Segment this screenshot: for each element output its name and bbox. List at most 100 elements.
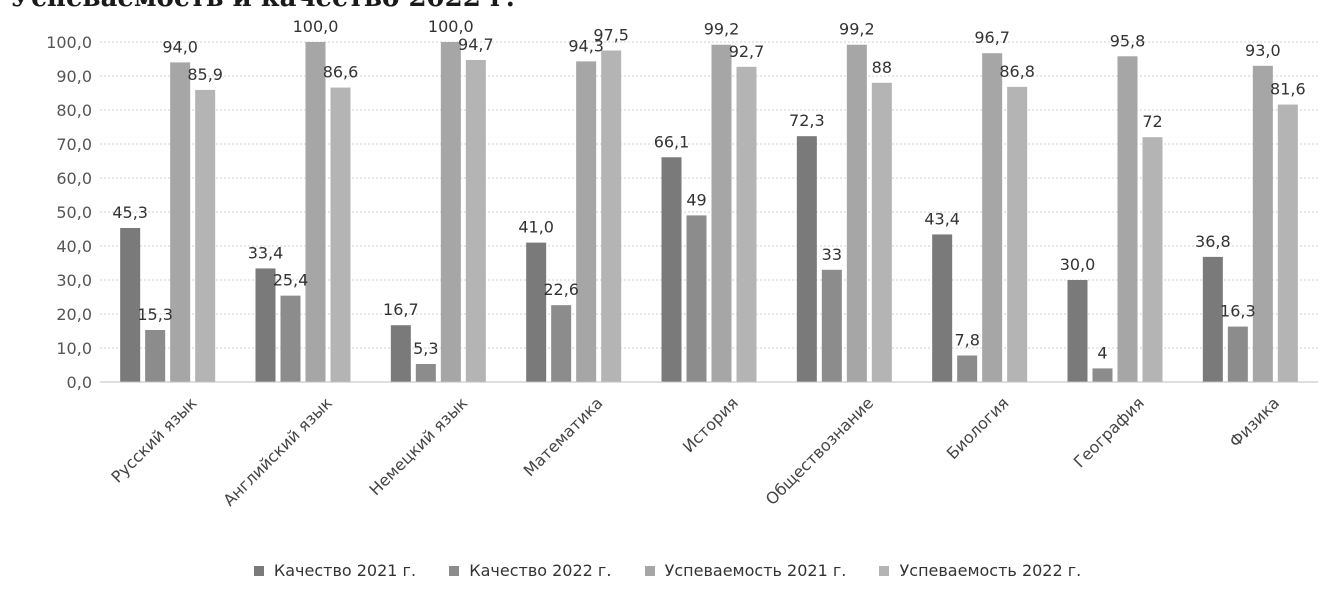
y-tick-label: 90,0 [56, 67, 92, 86]
y-axis-ticks: 0,0 10,0 20,0 30,0 40,0 50,0 60,0 70,0 80,0 90,0 1… [46, 33, 92, 392]
legend-swatch [449, 566, 460, 576]
chart-title-fragment: Успеваемость и качество 2022 г. [10, 0, 515, 13]
legend-label: Качество 2021 г. [273, 561, 417, 580]
data-label: 5,3 [413, 339, 438, 358]
bar [601, 50, 622, 382]
x-tick-label: История [679, 393, 742, 456]
data-label: 92,7 [729, 42, 765, 61]
bar [415, 363, 436, 382]
bar [871, 82, 892, 383]
bar [1252, 65, 1273, 383]
bar [1067, 280, 1088, 382]
bar [170, 62, 191, 383]
data-label: 16,3 [1220, 302, 1256, 321]
bar [932, 234, 953, 382]
data-label: 16,7 [383, 300, 419, 319]
data-label: 41,0 [518, 218, 554, 237]
legend: Качество 2021 г. Качество 2022 г. Успева… [0, 561, 1335, 580]
legend-swatch [879, 566, 890, 576]
bar [846, 44, 867, 382]
bar [711, 44, 732, 382]
x-tick-label: Английский язык [219, 393, 336, 510]
y-tick-label: 50,0 [56, 203, 92, 222]
x-tick-label: Обществознание [762, 393, 877, 508]
data-label: 33 [822, 245, 842, 264]
data-label: 33,4 [248, 243, 284, 262]
bars [120, 42, 1298, 383]
data-label: 66,1 [654, 132, 690, 151]
y-tick-label: 40,0 [56, 237, 92, 256]
data-label: 96,7 [974, 28, 1010, 47]
data-label: 36,8 [1195, 232, 1231, 251]
x-tick-label: Русский язык [107, 393, 200, 486]
y-tick-label: 30,0 [56, 271, 92, 290]
x-tick-label: Физика [1225, 393, 1283, 451]
bar [821, 269, 842, 382]
data-label: 43,4 [924, 209, 960, 228]
data-label: 99,2 [839, 20, 875, 39]
x-axis-ticks: Русский язык Английский язык Немецкий язык… [107, 393, 1283, 510]
legend-label: Качество 2022 г. [469, 561, 612, 580]
bar [1277, 104, 1298, 382]
data-label: 97,5 [593, 26, 629, 45]
bar [1227, 326, 1248, 382]
legend-label: Успеваемость 2022 г. [899, 561, 1082, 580]
y-tick-label: 20,0 [56, 305, 92, 324]
x-tick-label: География [1070, 393, 1148, 471]
legend-item: Успеваемость 2022 г. [879, 561, 1081, 580]
data-label: 7,8 [954, 330, 979, 349]
data-label: 95,8 [1110, 31, 1146, 50]
y-tick-label: 100,0 [46, 33, 92, 52]
bar [957, 355, 978, 382]
bar [1142, 137, 1163, 382]
x-tick-label: Математика [520, 393, 607, 480]
data-label: 81,6 [1270, 80, 1306, 99]
legend-item: Успеваемость 2021 г. [644, 561, 847, 580]
data-label: 93,0 [1245, 41, 1281, 60]
bar [1117, 56, 1138, 382]
bar [1092, 368, 1113, 382]
data-label: 86,8 [999, 62, 1035, 81]
bar [551, 305, 572, 382]
legend-item: Качество 2022 г. [449, 561, 611, 580]
bar [1007, 86, 1028, 382]
data-label: 94,3 [568, 36, 604, 55]
bar [661, 157, 682, 382]
y-tick-label: 10,0 [56, 339, 92, 358]
y-tick-label: 0,0 [67, 373, 92, 392]
bar [330, 87, 351, 382]
data-label: 72,3 [789, 111, 825, 130]
data-label: 49 [686, 190, 706, 209]
bar [1202, 256, 1223, 382]
bar [982, 53, 1003, 382]
data-label: 72 [1142, 112, 1162, 131]
bar [796, 136, 817, 382]
bar [465, 60, 486, 383]
data-label: 99,2 [704, 20, 740, 39]
y-tick-label: 80,0 [56, 101, 92, 120]
bar [440, 42, 461, 382]
y-tick-label: 70,0 [56, 135, 92, 154]
bar [255, 268, 276, 382]
bar [736, 66, 757, 382]
legend-label: Успеваемость 2021 г. [664, 561, 847, 580]
bar [195, 89, 216, 382]
legend-swatch [253, 566, 264, 576]
data-label: 22,6 [543, 280, 579, 299]
bar [280, 295, 301, 382]
data-label: 30,0 [1060, 255, 1096, 274]
data-label: 86,6 [323, 63, 359, 82]
bar [145, 329, 166, 382]
bar [305, 42, 326, 382]
data-label: 88 [872, 58, 892, 77]
legend-swatch [644, 566, 655, 576]
y-tick-label: 60,0 [56, 169, 92, 188]
data-label: 85,9 [187, 65, 223, 84]
data-label: 45,3 [112, 203, 148, 222]
data-label: 100,0 [293, 17, 339, 36]
bar [390, 325, 411, 382]
data-label: 100,0 [428, 17, 474, 36]
data-label: 4 [1097, 343, 1107, 362]
bar [576, 61, 597, 382]
